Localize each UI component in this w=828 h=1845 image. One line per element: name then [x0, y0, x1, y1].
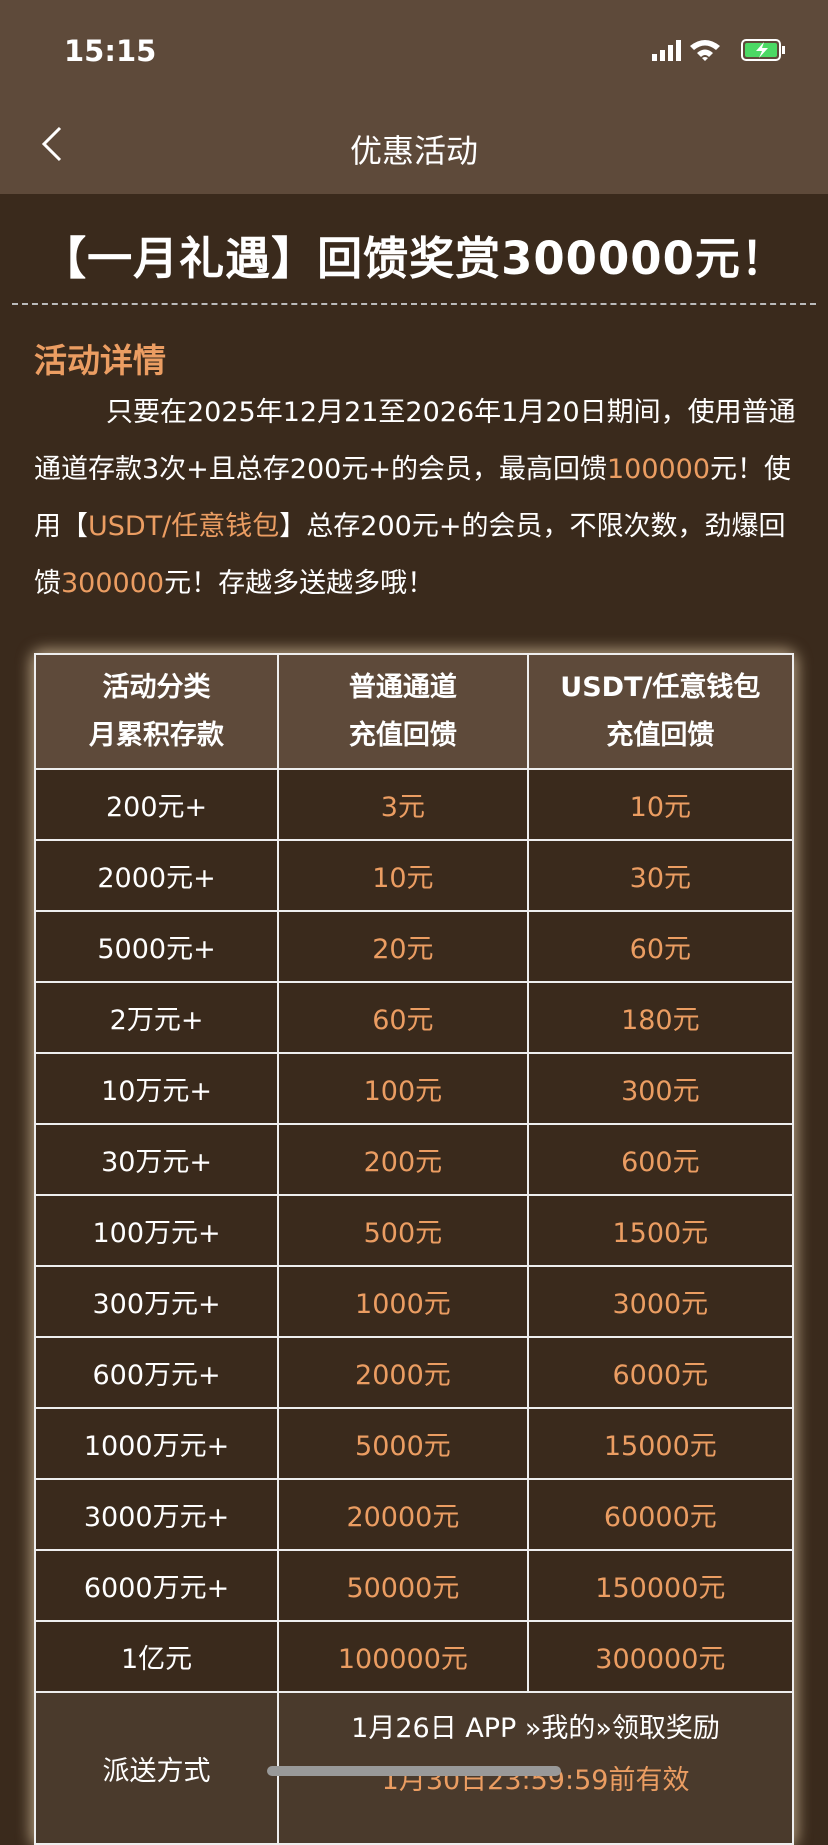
paragraph-segment: 元！存越多送越多哦！	[164, 568, 435, 599]
header-text: 月累积存款	[89, 719, 225, 751]
table-cell: 15000元	[526, 1407, 795, 1480]
divider	[12, 303, 816, 305]
header-cell: 活动分类 月累积存款	[33, 653, 280, 770]
table-cell: 5000元+	[33, 910, 280, 983]
paragraph-segment: 元！使用【	[34, 454, 792, 542]
table-cell: 60元	[526, 910, 795, 983]
header-text: 充值回馈	[606, 719, 715, 751]
table-cell: 50000元	[277, 1549, 529, 1622]
table-row: 3000万元+ 20000元 60000元	[33, 1478, 795, 1551]
paragraph-segment: 300000	[61, 568, 165, 599]
table-row: 1000万元+ 5000元 15000元	[33, 1407, 795, 1480]
table-cell: 2000元+	[33, 839, 280, 912]
top-bar: 15:15 优惠活动	[0, 0, 828, 194]
table-cell: 3000元	[526, 1265, 795, 1338]
table-row: 1亿元 100000元 300000元	[33, 1620, 795, 1693]
table-row: 2000元+ 10元 30元	[33, 839, 795, 912]
table-row: 300万元+ 1000元 3000元	[33, 1265, 795, 1338]
table-cell: 200元+	[33, 768, 280, 841]
table-row: 200元+ 3元 10元	[33, 768, 795, 841]
header-text: 充值回馈	[348, 719, 457, 751]
table-cell: 5000元	[277, 1407, 529, 1480]
table-cell: 1亿元	[33, 1620, 280, 1693]
table-cell: 10元	[277, 839, 529, 912]
paragraph-segment: 100000	[606, 454, 711, 485]
header-text: USDT/任意钱包	[560, 671, 761, 703]
table-cell: 2000元	[277, 1336, 529, 1409]
section-title: 活动详情	[34, 341, 166, 380]
table-row: 5000元+ 20元 60元	[33, 910, 795, 983]
table-cell: 100000元	[277, 1620, 529, 1693]
table-cell: 20000元	[277, 1478, 529, 1551]
nav-title: 优惠活动	[349, 132, 478, 170]
table-cell: 500元	[277, 1194, 529, 1267]
table-cell: 3元	[277, 768, 529, 841]
table-cell: 30元	[526, 839, 795, 912]
table-row: 600万元+ 2000元 6000元	[33, 1336, 795, 1409]
table-cell: 3000万元+	[33, 1478, 280, 1551]
paragraph: 只要在2025年12月21至2026年1月20日期间，使用普通通道存款3次+且总…	[34, 384, 796, 612]
table-cell: 300000元	[526, 1620, 795, 1693]
table-cell: 10万元+	[33, 1052, 280, 1125]
header-text: 普通通道	[348, 671, 457, 703]
table-cell: 60元	[277, 981, 529, 1054]
table-cell: 60000元	[526, 1478, 795, 1551]
table-cell: 180元	[526, 981, 795, 1054]
table-row: 30万元+ 200元 600元	[33, 1123, 795, 1196]
table-cell: 6000万元+	[33, 1549, 280, 1622]
header-cell: 普通通道 充值回馈	[277, 653, 529, 770]
table-cell: 100元	[277, 1052, 529, 1125]
table-cell: 600元	[526, 1123, 795, 1196]
table-cell: 600万元+	[33, 1336, 280, 1409]
headline: 【一月礼遇】回馈奖赏300000元！	[41, 232, 787, 285]
table-row: 100万元+ 500元 1500元	[33, 1194, 795, 1267]
table-cell: 1000元	[277, 1265, 529, 1338]
paragraph-segment: 】总存200元+的会员，不限次数，劲爆回馈	[34, 511, 786, 599]
footer-line: 1月26日 APP »我的»领取奖励	[351, 1713, 720, 1744]
table-cell: 200元	[277, 1123, 529, 1196]
paragraph-segment: USDT/任意钱包	[88, 511, 280, 542]
header-cell: USDT/任意钱包 充值回馈	[526, 653, 795, 770]
status-icons	[652, 39, 785, 61]
table-cell: 2万元+	[33, 981, 280, 1054]
table-cell: 30万元+	[33, 1123, 280, 1196]
footer-line: 1月30日23:59:59前有效	[381, 1765, 690, 1796]
status-time: 15:15	[64, 34, 157, 68]
footer-label: 派送方式	[33, 1691, 280, 1845]
back-button[interactable]	[36, 124, 66, 164]
table-row: 10万元+ 100元 300元	[33, 1052, 795, 1125]
table-row: 2万元+ 60元 180元	[33, 981, 795, 1054]
table-cell: 1000万元+	[33, 1407, 280, 1480]
table-cell: 100万元+	[33, 1194, 280, 1267]
reward-table: 活动分类 月累积存款 普通通道 充值回馈 USDT/任意钱包 充值回馈 200元+ 3元 10元…	[33, 653, 795, 1845]
table-cell: 300万元+	[33, 1265, 280, 1338]
home-indicator	[267, 1766, 561, 1776]
table-cell: 6000元	[526, 1336, 795, 1409]
table-cell: 300元	[526, 1052, 795, 1125]
header-text: 活动分类	[102, 671, 211, 703]
table-cell: 150000元	[526, 1549, 795, 1622]
header-row: 活动分类 月累积存款 普通通道 充值回馈 USDT/任意钱包 充值回馈	[33, 653, 795, 770]
paragraph-segment: 只要在2025年12月21至2026年1月20日期间，使用普通通道存款3次+且总…	[34, 397, 796, 485]
table-cell: 1500元	[526, 1194, 795, 1267]
table-cell: 10元	[526, 768, 795, 841]
table-cell: 20元	[277, 910, 529, 983]
table-row: 6000万元+ 50000元 150000元	[33, 1549, 795, 1622]
